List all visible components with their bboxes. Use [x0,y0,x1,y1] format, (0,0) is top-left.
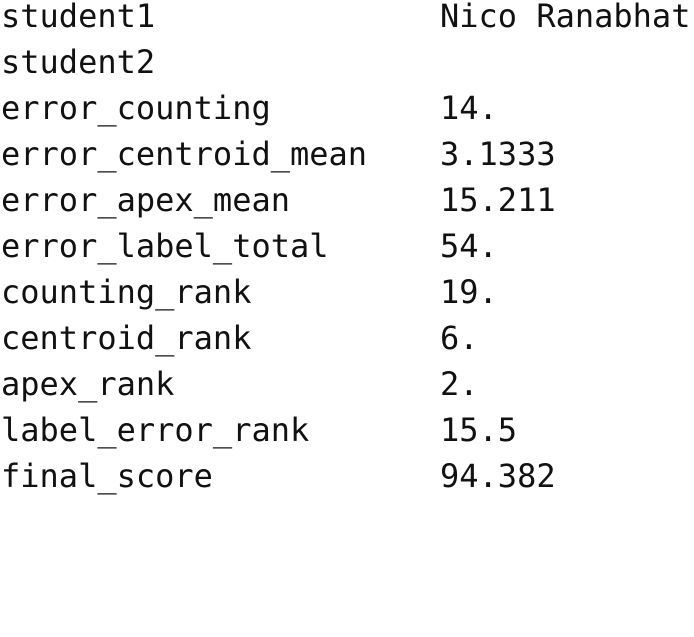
table-row: student1 Nico Ranabhat [0,0,694,39]
row-value: 54. [440,227,498,265]
row-value: 15.5 [440,411,518,449]
table-row: student2 [0,39,694,85]
row-key: final_score [1,457,213,495]
table-row: error_label_total 54. [0,223,694,269]
row-value: 6. [440,319,479,357]
row-key: counting_rank [1,273,252,311]
table-row: label_error_rank 15.5 [0,407,694,453]
table-row: centroid_rank 6. [0,315,694,361]
table-row: error_counting 14. [0,85,694,131]
row-value: 94.382 [440,457,556,495]
row-key: error_counting [1,89,271,127]
row-value: 2. [440,365,479,403]
row-key: apex_rank [1,365,175,403]
row-key: error_label_total [1,227,329,265]
table-row: apex_rank 2. [0,361,694,407]
row-key: centroid_rank [1,319,252,357]
row-key: student1 [1,0,156,35]
row-value: 15.211 [440,181,556,219]
row-key: error_apex_mean [1,181,290,219]
table-row: error_centroid_mean 3.1333 [0,131,694,177]
results-table: student1 Nico Ranabhat student2 error_co… [0,0,694,499]
table-row: error_apex_mean 15.211 [0,177,694,223]
row-key: error_centroid_mean [1,135,368,173]
row-key: label_error_rank [1,411,310,449]
table-row: counting_rank 19. [0,269,694,315]
row-key: student2 [1,43,156,81]
row-value: Nico Ranabhat [440,0,691,35]
table-row: final_score 94.382 [0,453,694,499]
row-value: 14. [440,89,498,127]
row-value: 3.1333 [440,135,556,173]
row-value: 19. [440,273,498,311]
